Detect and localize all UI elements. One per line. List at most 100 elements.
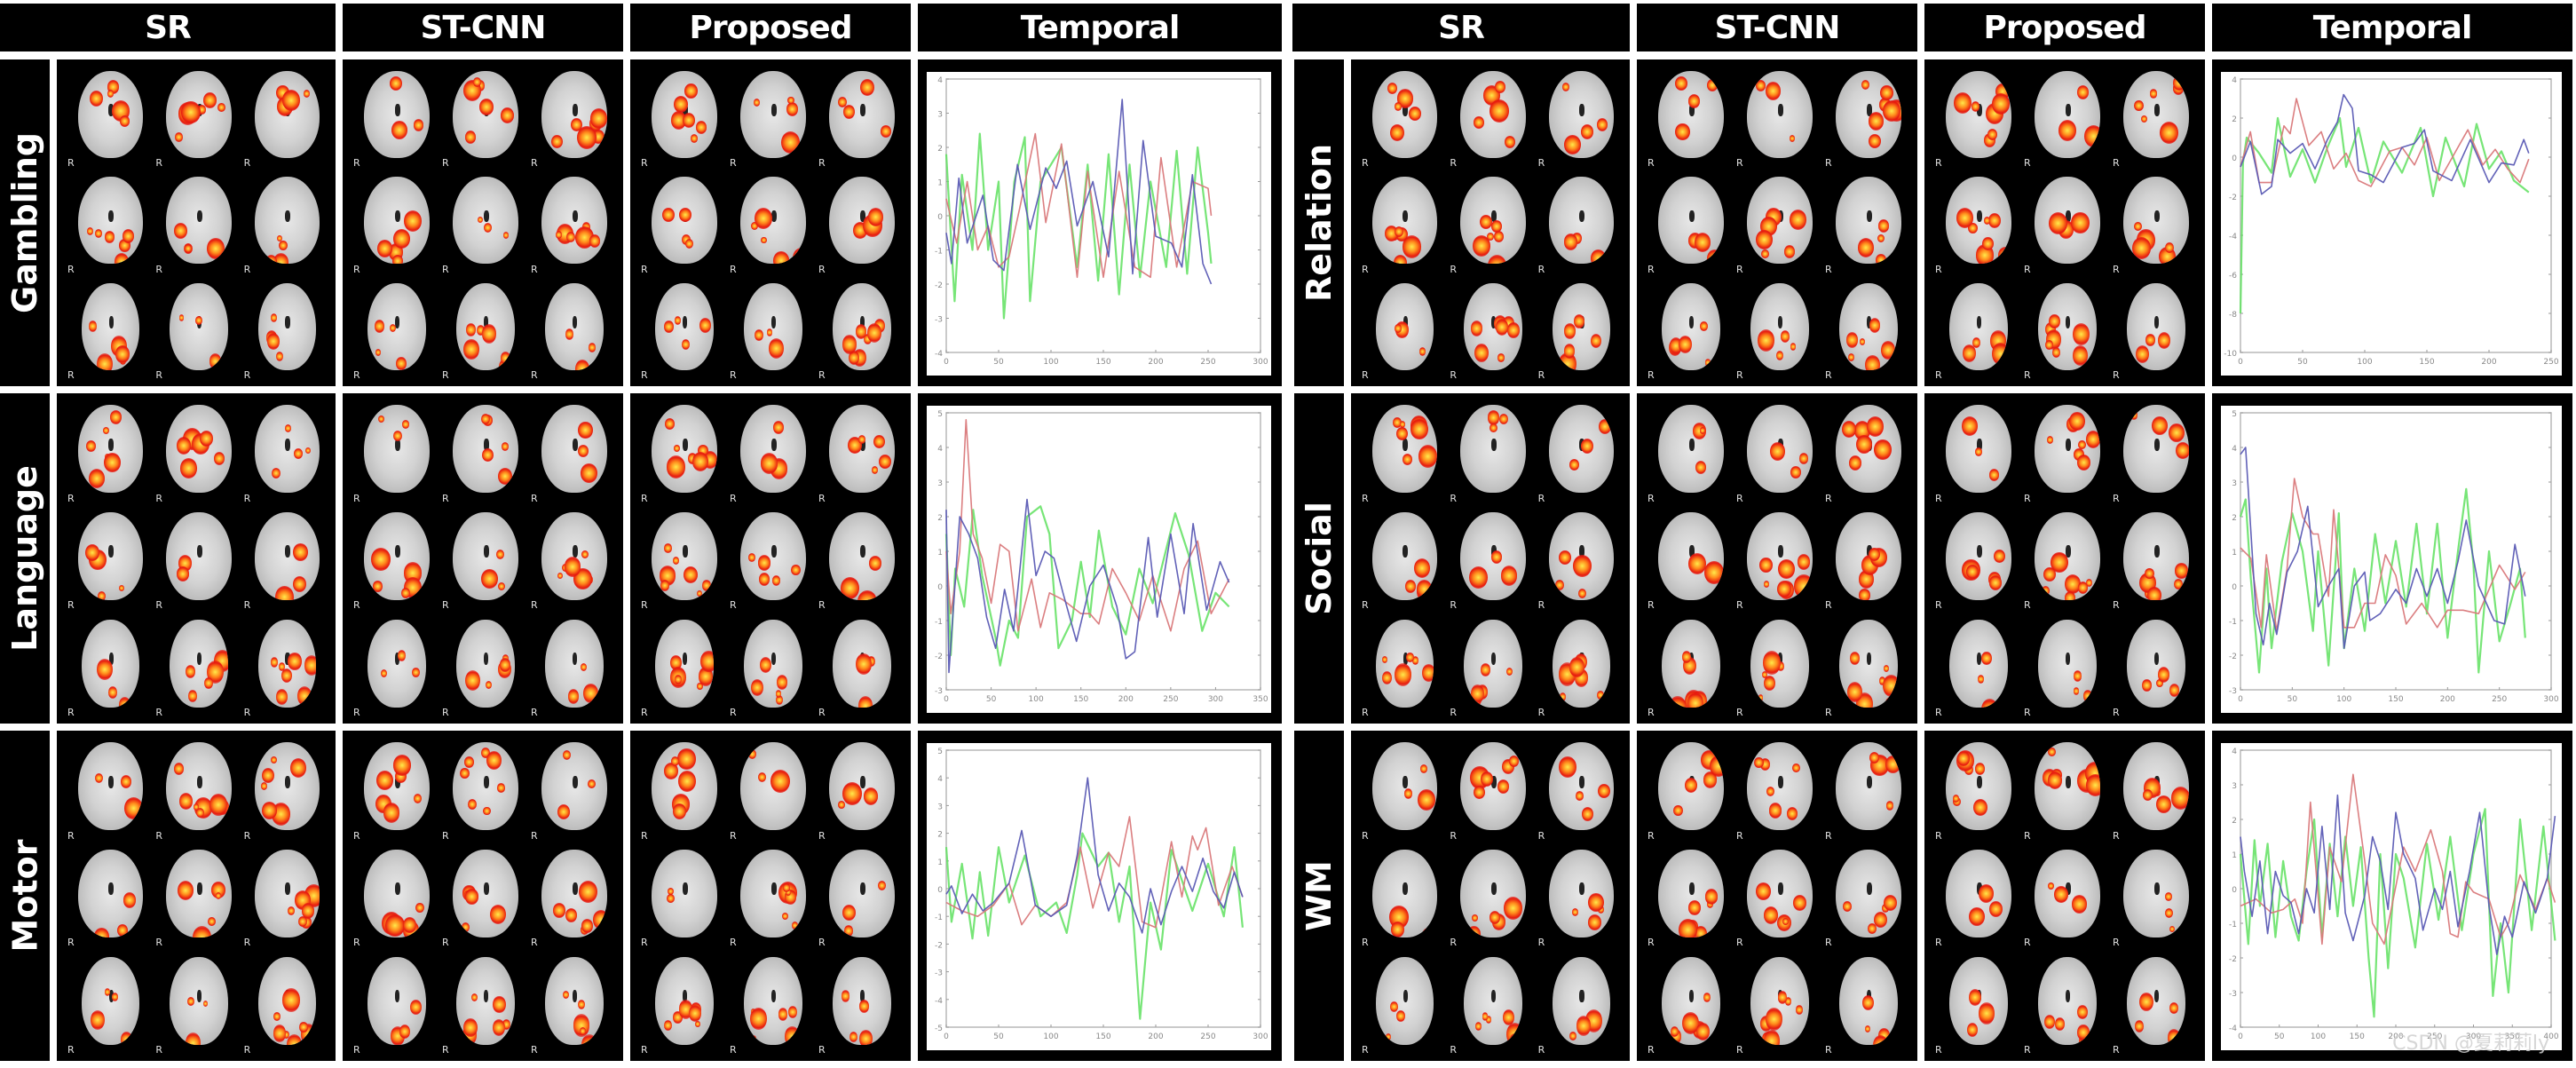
brain-slice: R bbox=[2022, 170, 2111, 276]
brain-slice: R bbox=[1360, 506, 1448, 613]
brain-slice: R bbox=[1933, 399, 2022, 506]
orientation-marker: R bbox=[1450, 1043, 1457, 1056]
brain-slice: R bbox=[440, 613, 529, 720]
brain-slice: R bbox=[1646, 843, 1734, 951]
svg-text:1: 1 bbox=[2232, 851, 2237, 860]
brain-map-proposed-social: R R R R R R R R R bbox=[1924, 393, 2205, 724]
orientation-marker: R bbox=[1450, 937, 1457, 949]
svg-text:50: 50 bbox=[2297, 358, 2308, 367]
svg-text:0: 0 bbox=[2238, 1032, 2243, 1041]
orientation-marker: R bbox=[1825, 599, 1832, 612]
orientation-marker: R bbox=[155, 937, 162, 949]
orientation-marker: R bbox=[155, 706, 162, 718]
orientation-marker: R bbox=[531, 599, 538, 612]
brain-slice: R bbox=[1537, 65, 1624, 170]
brain-map-sr-wm: R R R R R R R R R bbox=[1351, 731, 1630, 1061]
orientation-marker: R bbox=[531, 829, 538, 842]
orientation-marker: R bbox=[730, 706, 737, 718]
orientation-marker: R bbox=[1935, 157, 1942, 170]
orientation-marker: R bbox=[730, 937, 737, 949]
brain-map-st-cnn-wm: R R R R R R R R R bbox=[1637, 731, 1917, 1061]
brain-slice: R bbox=[1646, 65, 1734, 170]
orientation-marker: R bbox=[1537, 1043, 1545, 1056]
brain-slice: R bbox=[1360, 736, 1448, 843]
brain-slice-grid: R R R R R R R R R bbox=[1924, 731, 2205, 1061]
brain-map-proposed-relation: R R R R R R R R R bbox=[1924, 59, 2205, 386]
orientation-marker: R bbox=[1648, 1043, 1655, 1056]
svg-text:100: 100 bbox=[1043, 358, 1058, 367]
orientation-marker: R bbox=[1825, 263, 1832, 275]
brain-slice: R bbox=[1448, 950, 1536, 1057]
brain-slice: R bbox=[352, 170, 440, 276]
brain-slice: R bbox=[1734, 950, 1823, 1057]
brain-slice: R bbox=[66, 736, 154, 843]
orientation-marker: R bbox=[531, 706, 538, 718]
orientation-marker: R bbox=[1825, 369, 1832, 381]
svg-text:-2: -2 bbox=[2229, 955, 2237, 964]
brain-slice: R bbox=[817, 506, 905, 613]
brain-slice: R bbox=[639, 736, 728, 843]
svg-text:-5: -5 bbox=[935, 1024, 943, 1033]
brain-slice: R bbox=[529, 277, 618, 383]
orientation-marker: R bbox=[1825, 829, 1832, 842]
svg-text:4: 4 bbox=[937, 775, 943, 784]
svg-text:-1: -1 bbox=[935, 248, 943, 257]
brain-slice-grid: R R R R R R R R R bbox=[1351, 731, 1630, 1061]
brain-slice: R bbox=[66, 399, 154, 506]
orientation-marker: R bbox=[641, 369, 648, 381]
brain-map-st-cnn-gambling: R R R R R R R R R bbox=[343, 59, 623, 386]
brain-slice: R bbox=[817, 613, 905, 720]
svg-text:4: 4 bbox=[2232, 748, 2237, 756]
brain-slice: R bbox=[1360, 843, 1448, 951]
brain-slice: R bbox=[639, 613, 728, 720]
svg-text:-3: -3 bbox=[935, 969, 943, 978]
orientation-marker: R bbox=[442, 829, 449, 842]
brain-slice: R bbox=[1646, 170, 1734, 276]
orientation-marker: R bbox=[641, 157, 648, 170]
brain-slice: R bbox=[66, 950, 154, 1057]
brain-slice: R bbox=[66, 277, 154, 383]
orientation-marker: R bbox=[442, 263, 449, 275]
orientation-marker: R bbox=[1450, 263, 1457, 275]
brain-slice: R bbox=[1734, 170, 1823, 276]
orientation-marker: R bbox=[1450, 369, 1457, 381]
brain-slice: R bbox=[2022, 277, 2111, 383]
svg-text:-6: -6 bbox=[2229, 272, 2237, 281]
brain-slice: R bbox=[242, 843, 330, 951]
svg-text:200: 200 bbox=[2440, 695, 2455, 704]
orientation-marker: R bbox=[531, 492, 538, 504]
brain-slice: R bbox=[1646, 736, 1734, 843]
orientation-marker: R bbox=[1450, 157, 1457, 170]
orientation-marker: R bbox=[243, 492, 251, 504]
svg-text:0: 0 bbox=[944, 695, 949, 704]
brain-map-proposed-gambling: R R R R R R R R R bbox=[630, 59, 911, 386]
brain-slice-grid: R R R R R R R R R bbox=[343, 59, 623, 386]
orientation-marker: R bbox=[353, 829, 360, 842]
orientation-marker: R bbox=[730, 829, 737, 842]
orientation-marker: R bbox=[442, 599, 449, 612]
header-sr-right-label: SR bbox=[1438, 9, 1485, 46]
svg-text:-2: -2 bbox=[935, 653, 943, 661]
orientation-marker: R bbox=[155, 599, 162, 612]
svg-text:50: 50 bbox=[2274, 1032, 2285, 1041]
brain-slice-grid: R R R R R R R R R bbox=[1637, 731, 1917, 1061]
brain-slice: R bbox=[1360, 170, 1448, 276]
brain-slice: R bbox=[2022, 950, 2111, 1057]
brain-slice: R bbox=[728, 399, 817, 506]
brain-map-proposed-language: R R R R R R R R R bbox=[630, 393, 911, 724]
orientation-marker: R bbox=[1537, 937, 1545, 949]
brain-slice: R bbox=[1734, 736, 1823, 843]
orientation-marker: R bbox=[1648, 492, 1655, 504]
orientation-marker: R bbox=[243, 937, 251, 949]
brain-slice: R bbox=[242, 277, 330, 383]
svg-text:3: 3 bbox=[937, 479, 943, 488]
orientation-marker: R bbox=[2024, 937, 2031, 949]
orientation-marker: R bbox=[155, 829, 162, 842]
brain-slice: R bbox=[1734, 277, 1823, 383]
svg-text:1: 1 bbox=[2232, 549, 2237, 558]
svg-text:-4: -4 bbox=[935, 997, 943, 1006]
brain-slice: R bbox=[154, 277, 241, 383]
header-temporal: Temporal bbox=[918, 4, 1282, 51]
brain-slice-grid: R R R R R R R R R bbox=[1351, 59, 1630, 386]
row-label-gambling: Gambling bbox=[0, 59, 50, 386]
